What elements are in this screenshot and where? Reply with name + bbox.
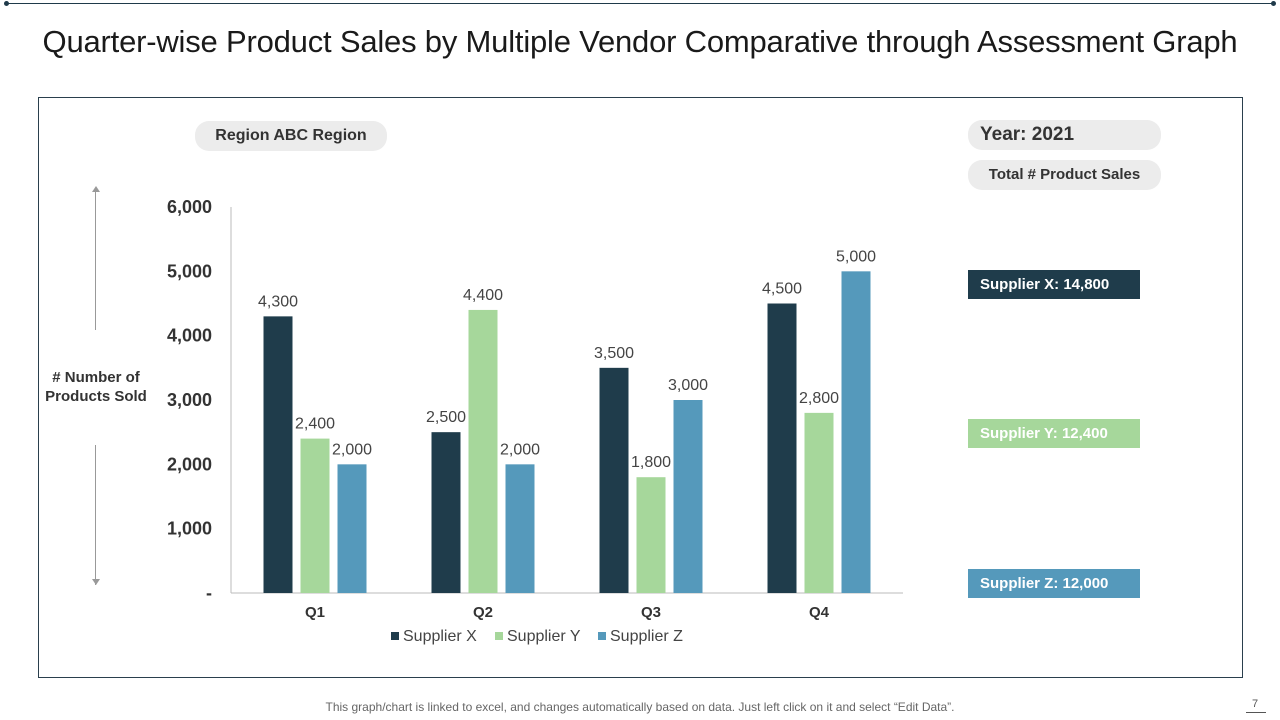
legend-swatch <box>391 632 399 640</box>
bar-supplier-y-q3 <box>636 477 666 593</box>
axis-arrow-line-up <box>95 190 96 330</box>
bar-supplier-y-q4 <box>804 412 834 593</box>
bar-supplier-y-q1 <box>300 438 330 593</box>
data-label: 4,400 <box>463 287 503 304</box>
data-label: 2,500 <box>426 409 466 426</box>
top-rule <box>4 1 1276 6</box>
data-label: 2,400 <box>295 416 335 433</box>
year-badge: Year: 2021 <box>968 120 1161 150</box>
y-tick-label: 4,000 <box>167 326 212 346</box>
data-label: 4,300 <box>258 293 298 310</box>
y-tick-label: 1,000 <box>167 519 212 539</box>
bar-supplier-z-q1 <box>337 464 367 593</box>
region-badge: Region ABC Region <box>195 121 387 151</box>
page-number-underline <box>1246 712 1266 713</box>
x-tick-label: Q2 <box>473 604 493 621</box>
supplier-x-total: Supplier X: 14,800 <box>968 270 1140 299</box>
x-tick-label: Q3 <box>641 604 661 621</box>
data-label: 3,500 <box>594 345 634 362</box>
data-label: 2,000 <box>500 441 540 458</box>
legend-swatch <box>495 632 503 640</box>
axis-arrow-line-down <box>95 445 96 585</box>
data-label: 1,800 <box>631 454 671 471</box>
y-axis-title: # Number of Products Sold <box>45 369 147 405</box>
arrow-up-icon <box>92 186 100 192</box>
supplier-z-total: Supplier Z: 12,000 <box>968 569 1140 598</box>
bar-supplier-x-q2 <box>431 432 461 593</box>
legend-swatch <box>598 632 606 640</box>
bar-supplier-x-q1 <box>263 316 293 593</box>
total-sales-badge: Total # Product Sales <box>968 160 1161 190</box>
bar-supplier-z-q3 <box>673 400 703 593</box>
x-tick-label: Q1 <box>305 604 325 621</box>
y-tick-label: - <box>206 583 212 603</box>
data-label: 3,000 <box>668 377 708 394</box>
legend-item: Supplier Y <box>507 628 581 645</box>
legend-item: Supplier Z <box>610 628 683 645</box>
bar-supplier-x-q3 <box>599 367 629 593</box>
supplier-y-total: Supplier Y: 12,400 <box>968 419 1140 448</box>
chart-frame <box>38 97 1243 678</box>
page-number: 7 <box>1252 698 1259 710</box>
arrow-down-icon <box>92 579 100 585</box>
y-tick-label: 6,000 <box>167 197 212 217</box>
y-tick-label: 3,000 <box>167 390 212 410</box>
footer-note: This graph/chart is linked to excel, and… <box>325 700 955 714</box>
bar-supplier-x-q4 <box>767 303 797 593</box>
bar-supplier-z-q2 <box>505 464 535 593</box>
y-tick-label: 5,000 <box>167 261 212 281</box>
bar-supplier-y-q2 <box>468 309 498 593</box>
legend-item: Supplier X <box>403 628 477 645</box>
data-label: 4,500 <box>762 281 802 298</box>
data-label: 2,800 <box>799 390 839 407</box>
y-tick-label: 2,000 <box>167 454 212 474</box>
data-label: 2,000 <box>332 441 372 458</box>
bar-supplier-z-q4 <box>841 271 871 593</box>
data-label: 5,000 <box>836 248 876 265</box>
x-tick-label: Q4 <box>809 604 830 621</box>
page-title: Quarter-wise Product Sales by Multiple V… <box>42 24 1238 59</box>
